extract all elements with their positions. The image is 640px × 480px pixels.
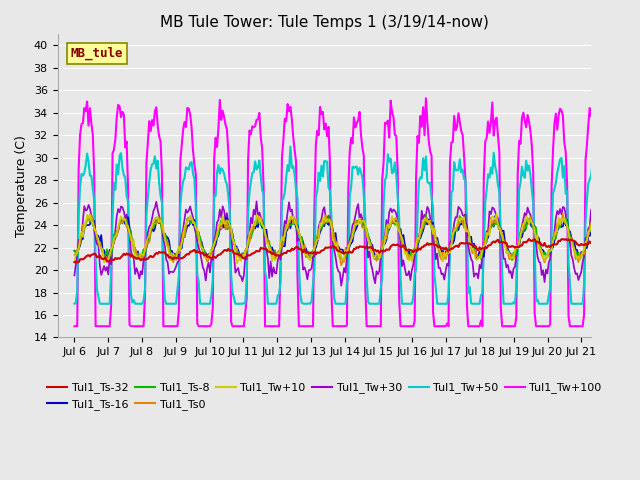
Legend: Tul1_Ts-32, Tul1_Ts-16, Tul1_Ts-8, Tul1_Ts0, Tul1_Tw+10, Tul1_Tw+30, Tul1_Tw+50,: Tul1_Ts-32, Tul1_Ts-16, Tul1_Ts-8, Tul1_…	[43, 378, 606, 414]
Tul1_Tw+10	[137, 251, 145, 256]
Tul1_Ts-32	[595, 236, 602, 242]
Tul1_Tw+10	[233, 261, 241, 266]
Tul1_Tw+50	[70, 301, 78, 307]
Tul1_Ts-16	[70, 248, 78, 253]
Tul1_Tw+10	[595, 218, 602, 224]
Tul1_Ts-16	[136, 256, 143, 262]
Tul1_Tw+100	[456, 120, 463, 125]
Tul1_Ts0	[559, 211, 567, 216]
Tul1_Ts0	[247, 232, 255, 238]
Tul1_Tw+100	[247, 132, 255, 137]
Tul1_Ts-32	[590, 236, 598, 242]
Tul1_Ts0	[70, 252, 78, 258]
Tul1_Tw+100	[137, 324, 145, 329]
Line: Tul1_Tw+50: Tul1_Tw+50	[74, 146, 598, 304]
Text: MB_tule: MB_tule	[71, 47, 124, 60]
Tul1_Tw+100	[337, 324, 345, 329]
Tul1_Tw+30	[337, 283, 345, 288]
Tul1_Ts-16	[595, 217, 602, 223]
Tul1_Ts0	[586, 224, 593, 229]
Tul1_Ts-8	[157, 220, 164, 226]
Y-axis label: Temperature (C): Temperature (C)	[15, 135, 28, 237]
Title: MB Tule Tower: Tule Temps 1 (3/19/14-now): MB Tule Tower: Tule Temps 1 (3/19/14-now…	[160, 15, 489, 30]
Tul1_Tw+10	[157, 218, 164, 224]
Tul1_Ts-8	[422, 212, 430, 217]
Tul1_Ts-16	[250, 224, 257, 229]
Tul1_Ts-8	[247, 236, 255, 241]
Tul1_Tw+10	[456, 218, 463, 224]
Tul1_Ts-8	[337, 255, 345, 261]
Tul1_Tw+10	[339, 256, 346, 262]
Tul1_Tw+30	[137, 268, 145, 274]
Tul1_Ts0	[339, 258, 346, 264]
Line: Tul1_Tw+10: Tul1_Tw+10	[74, 214, 598, 264]
Tul1_Tw+100	[70, 324, 78, 329]
Tul1_Tw+10	[70, 259, 78, 264]
Tul1_Ts-8	[595, 218, 602, 224]
Tul1_Tw+10	[586, 228, 593, 234]
Tul1_Ts-16	[159, 233, 167, 239]
Tul1_Tw+50	[456, 156, 463, 162]
Line: Tul1_Tw+100: Tul1_Tw+100	[74, 98, 598, 326]
Tul1_Ts-8	[70, 248, 78, 254]
Tul1_Tw+30	[595, 211, 602, 216]
Tul1_Ts-16	[88, 213, 95, 219]
Tul1_Tw+10	[248, 223, 256, 229]
Tul1_Tw+100	[584, 122, 592, 128]
Tul1_Tw+100	[422, 96, 430, 101]
Tul1_Tw+50	[287, 144, 294, 149]
Tul1_Tw+30	[70, 273, 78, 278]
Tul1_Ts-8	[456, 213, 463, 219]
Tul1_Ts0	[337, 263, 345, 268]
Line: Tul1_Ts0: Tul1_Ts0	[74, 214, 598, 265]
Tul1_Tw+50	[157, 193, 164, 199]
Tul1_Ts0	[595, 215, 602, 221]
Tul1_Ts-32	[584, 241, 592, 247]
Tul1_Ts-32	[248, 251, 256, 256]
Tul1_Ts-16	[586, 233, 593, 239]
Tul1_Ts0	[456, 217, 463, 223]
Tul1_Ts-32	[456, 241, 463, 247]
Tul1_Tw+50	[137, 301, 145, 307]
Line: Tul1_Tw+30: Tul1_Tw+30	[74, 201, 598, 286]
Tul1_Ts-32	[74, 260, 81, 265]
Tul1_Tw+30	[253, 198, 260, 204]
Tul1_Tw+10	[493, 211, 500, 216]
Line: Tul1_Ts-16: Tul1_Ts-16	[74, 216, 598, 259]
Tul1_Ts-32	[158, 250, 166, 255]
Tul1_Ts-16	[140, 252, 147, 258]
Tul1_Tw+30	[247, 215, 255, 220]
Tul1_Tw+50	[339, 301, 346, 307]
Tul1_Tw+50	[595, 183, 602, 189]
Tul1_Ts-16	[458, 222, 465, 228]
Tul1_Ts-8	[508, 257, 516, 263]
Tul1_Ts-8	[137, 255, 145, 261]
Tul1_Ts0	[137, 256, 145, 262]
Tul1_Tw+30	[458, 207, 465, 213]
Line: Tul1_Ts-32: Tul1_Ts-32	[74, 239, 598, 263]
Line: Tul1_Ts-8: Tul1_Ts-8	[74, 215, 598, 260]
Tul1_Tw+30	[157, 220, 164, 226]
Tul1_Tw+50	[247, 179, 255, 185]
Tul1_Ts-8	[586, 229, 593, 235]
Tul1_Ts-32	[339, 250, 346, 256]
Tul1_Tw+100	[595, 144, 602, 149]
Tul1_Ts-16	[340, 251, 348, 257]
Tul1_Tw+30	[340, 265, 348, 271]
Tul1_Tw+30	[586, 223, 593, 229]
Tul1_Tw+100	[157, 138, 164, 144]
Tul1_Ts-32	[70, 259, 78, 265]
Tul1_Ts0	[157, 215, 164, 221]
Tul1_Ts-32	[138, 257, 146, 263]
Tul1_Tw+50	[584, 180, 592, 186]
